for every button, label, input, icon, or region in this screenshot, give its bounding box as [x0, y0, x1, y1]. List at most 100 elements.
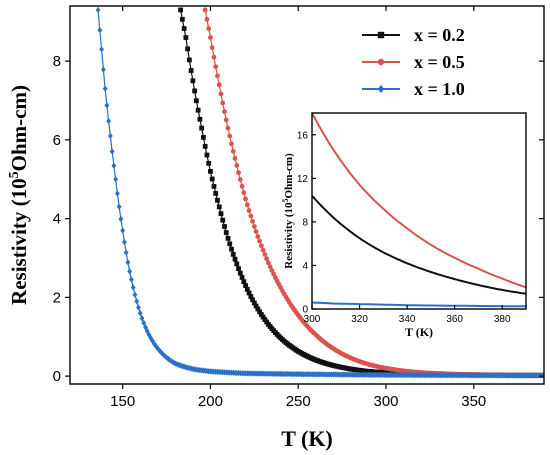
data-point	[246, 290, 252, 296]
data-point	[204, 16, 210, 22]
data-point	[262, 317, 268, 322]
data-point	[230, 251, 236, 257]
data-point	[199, 125, 205, 131]
data-point	[258, 243, 264, 249]
data-point	[262, 252, 268, 257]
legend-label: x = 0.2	[414, 25, 465, 45]
inset-y-axis-label: Resistivity (105Ohm-cm)	[281, 153, 295, 269]
data-point	[208, 35, 213, 40]
data-point	[192, 88, 198, 94]
data-point	[267, 264, 273, 270]
data-point	[229, 246, 234, 252]
inset-x-tick-label: 380	[494, 314, 511, 325]
inset-series-line-x-1-0	[312, 301, 526, 308]
data-point	[118, 215, 124, 223]
data-point	[137, 310, 143, 317]
inset-background	[312, 113, 526, 309]
legend-entry-x-0-5: x = 0.5	[362, 52, 465, 72]
data-point	[243, 196, 248, 202]
inset-x-ticks: 300 320 340 360 380	[304, 305, 511, 325]
x-tick-label: 150	[110, 393, 135, 410]
inset-y-tick-label: 12	[297, 174, 309, 185]
data-point	[130, 284, 136, 291]
data-point	[251, 300, 257, 306]
data-point	[223, 117, 229, 123]
data-point	[216, 82, 222, 88]
main-y-ticks: 0 2 4 6 8	[53, 53, 544, 385]
data-point	[197, 116, 203, 122]
inset-y-ticks: 0 4 8 12 16	[297, 130, 316, 316]
data-point	[190, 78, 196, 84]
data-point	[244, 202, 250, 208]
data-point	[125, 259, 131, 266]
inset-x-tick-label: 300	[304, 314, 321, 325]
y-tick-label: 0	[53, 368, 61, 385]
data-point	[243, 283, 248, 288]
data-point	[220, 217, 226, 223]
data-point	[253, 229, 259, 234]
data-point	[148, 334, 154, 342]
inset-y-tick-label: 0	[302, 305, 308, 316]
data-point	[185, 46, 191, 52]
legend-entry-x-0-2: x = 0.2	[362, 25, 465, 45]
data-point	[237, 177, 243, 182]
data-point	[225, 235, 231, 241]
data-point	[227, 241, 233, 247]
data-point	[227, 133, 233, 139]
data-point	[136, 304, 141, 311]
data-point	[213, 191, 219, 196]
inset-y-tick-label: 8	[302, 217, 308, 228]
data-point	[232, 156, 238, 161]
inset-y-axis-label-sup: 5	[281, 198, 290, 202]
data-point	[257, 309, 262, 315]
data-point	[134, 298, 140, 305]
data-point	[223, 230, 229, 235]
data-point	[225, 125, 231, 131]
data-point	[102, 85, 108, 92]
data-point	[250, 297, 255, 303]
inset-plot-frame	[311, 112, 527, 310]
data-point	[123, 249, 129, 256]
data-point	[255, 234, 261, 239]
legend-entry-x-1-0: x = 1.0	[362, 79, 465, 99]
data-point	[206, 26, 212, 31]
inset-series-x-1-0	[312, 301, 526, 308]
inset-y-axis-label-main: Resistivity (10	[283, 202, 295, 269]
data-point	[171, 359, 176, 366]
data-point	[208, 168, 213, 174]
inset-series-x-0-5	[312, 113, 526, 289]
data-point	[120, 227, 126, 234]
data-point	[264, 256, 270, 262]
data-point	[220, 100, 226, 106]
data-point	[115, 190, 120, 197]
series-x-1-0	[95, 6, 544, 379]
data-point	[253, 303, 259, 309]
data-point	[215, 197, 220, 203]
data-point	[257, 238, 262, 244]
inset-x-tick-label: 360	[446, 314, 463, 325]
data-point	[211, 54, 217, 60]
data-point	[95, 6, 101, 14]
data-point	[260, 314, 266, 320]
data-point	[202, 7, 208, 13]
data-point	[202, 143, 208, 149]
data-point	[178, 7, 183, 13]
data-point	[153, 343, 159, 350]
data-point	[132, 291, 138, 298]
data-point	[111, 162, 117, 169]
data-point	[241, 190, 247, 196]
data-point	[97, 27, 103, 34]
data-point	[239, 183, 245, 189]
data-point	[237, 270, 243, 276]
data-point	[209, 45, 215, 50]
data-point	[127, 268, 133, 275]
data-point	[236, 170, 241, 176]
data-point	[183, 35, 189, 40]
data-point	[244, 286, 250, 292]
data-point	[151, 340, 157, 347]
data-point	[246, 208, 252, 213]
data-point	[248, 213, 254, 219]
data-point	[109, 148, 115, 155]
data-point	[248, 294, 254, 299]
